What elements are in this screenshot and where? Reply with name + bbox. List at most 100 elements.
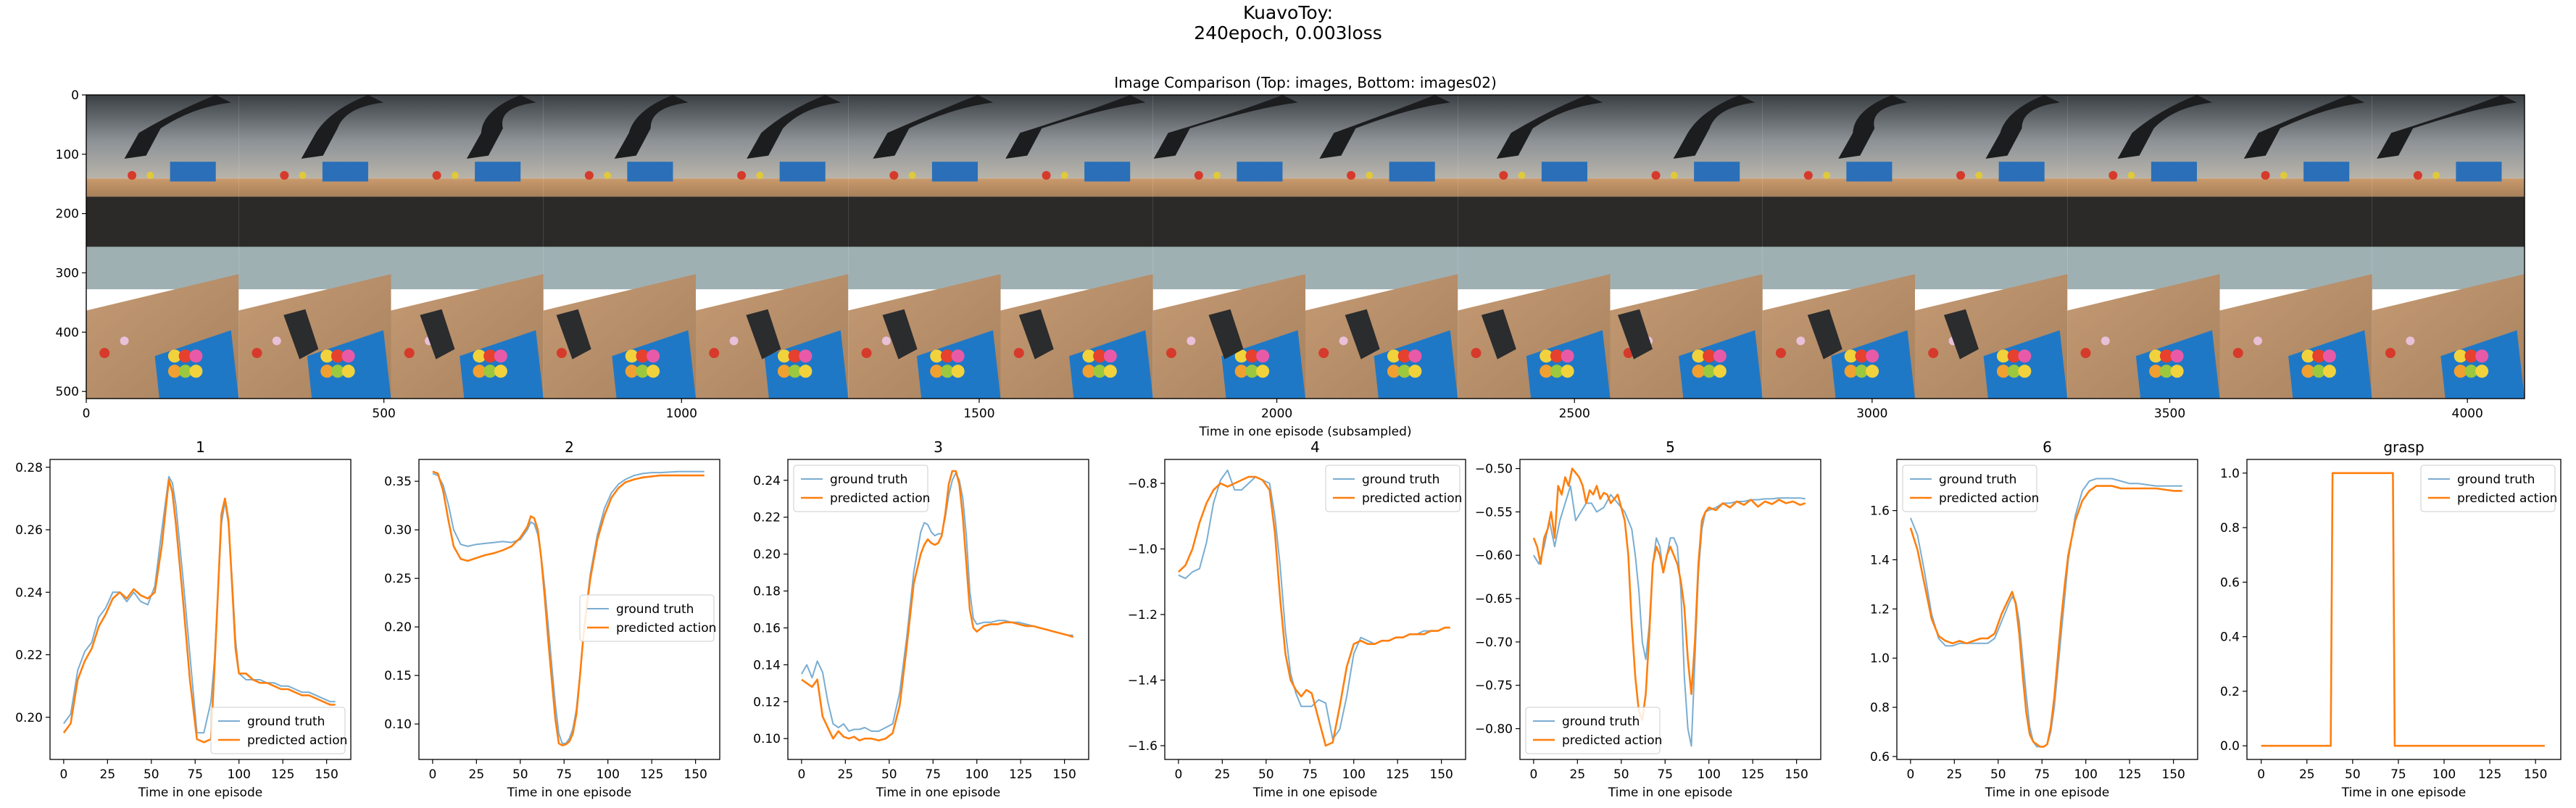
frame-bottom-fruit <box>1103 365 1117 378</box>
frame-top-cabinet <box>1458 196 1611 247</box>
frame-top-fruit <box>1670 172 1678 180</box>
frame-top-desk <box>391 178 544 197</box>
frame-bottom-fruit <box>1561 365 1574 378</box>
frame-bottom-fruit <box>331 365 344 378</box>
frame-bottom-fruit <box>1103 349 1117 363</box>
frame-bottom-fruit <box>788 349 802 363</box>
frame-bottom-fruit <box>1234 365 1248 378</box>
frame-bottom-fruit <box>1540 349 1553 363</box>
frame-top-desk <box>1000 178 1153 197</box>
line-chart: 3 0 25 50 75 100 125 150 0.10 0.12 0.14 0.16 0.18 0.2… <box>753 438 1089 800</box>
image-x-tick-label: 500 <box>372 407 395 421</box>
image-y-tick-label: 100 <box>56 148 79 162</box>
frame-bottom-fruit <box>1703 349 1716 363</box>
frame-top-bin <box>1694 162 1740 182</box>
frame-bottom-fruit <box>1408 349 1422 363</box>
frame-top-fruit <box>128 171 137 180</box>
legend-label: predicted action <box>1939 491 2039 506</box>
frame-top-fruit <box>1499 171 1508 180</box>
frame-top-cabinet <box>2219 196 2372 247</box>
x-tick-label: 50 <box>1258 767 1274 782</box>
frame-top-fruit <box>432 171 441 180</box>
series-line-predicted-action <box>801 470 1074 742</box>
frame-bottom-fruit <box>777 365 791 378</box>
frame-bottom-fruit <box>1796 336 1806 346</box>
frame-bottom-fruit <box>1387 365 1400 378</box>
x-tick-label: 100 <box>1697 767 1720 782</box>
frame-top-cabinet <box>2372 196 2525 247</box>
frame-bottom-fruit <box>1166 348 1176 359</box>
image-y-tick-label: 400 <box>56 325 79 340</box>
frame-bottom-fruit <box>709 348 720 359</box>
frame-top-fruit <box>1194 171 1203 180</box>
frame-top-arm <box>1153 95 1298 159</box>
frame-bottom-fruit <box>252 348 262 359</box>
series-line-ground-truth <box>801 472 1073 732</box>
frame-top-cabinet <box>1000 196 1153 247</box>
frame-bottom-fruit <box>272 336 281 346</box>
frame-bottom-fruit <box>1855 365 1869 378</box>
image-frame <box>86 95 239 399</box>
chart-title: 6 <box>2043 438 2052 456</box>
frame-bottom-fruit <box>861 348 872 359</box>
frame-bottom-fruit <box>1397 365 1411 378</box>
y-tick-label: 0.24 <box>15 586 43 600</box>
x-tick-label: 150 <box>1429 767 1453 782</box>
frame-top-arm <box>124 95 231 159</box>
frame-top-arm <box>747 95 841 159</box>
image-frame <box>1458 95 1611 399</box>
y-tick-label: −1.0 <box>1128 543 1158 557</box>
y-tick-label: 0.14 <box>753 658 781 672</box>
chart-title: grasp <box>2383 438 2424 456</box>
image-x-tick-label: 2000 <box>1261 407 1292 421</box>
image-x-tick-label: 2500 <box>1559 407 1590 421</box>
frame-top-arm <box>614 95 689 159</box>
frame-bottom-fruit <box>494 349 507 363</box>
x-tick-label: 100 <box>596 767 619 782</box>
frame-bottom-fruit <box>1093 365 1107 378</box>
y-tick-label: 0.4 <box>2220 630 2240 645</box>
frame-bottom-fruit <box>647 365 660 378</box>
frame-top-bin <box>475 162 521 182</box>
x-tick-label: 150 <box>2161 767 2185 782</box>
x-tick-label: 75 <box>187 767 203 782</box>
figure-suptitle: KuavoToy: 240epoch, 0.003loss <box>0 3 2576 43</box>
frame-bottom-fruit <box>99 348 110 359</box>
frame-bottom-bin <box>460 330 544 399</box>
frame-top-cabinet <box>1152 196 1305 247</box>
series-line-ground-truth <box>63 475 336 734</box>
frame-bottom-fruit <box>2464 365 2478 378</box>
chart-title: 4 <box>1310 438 1320 456</box>
y-tick-label: 1.0 <box>1870 651 1890 666</box>
axes-frame <box>1164 459 1466 760</box>
frame-top-fruit <box>889 171 899 180</box>
frame-bottom-fruit <box>930 365 944 378</box>
y-tick-label: 1.2 <box>1870 602 1890 617</box>
x-tick-label: 125 <box>1009 767 1032 782</box>
frame-bottom-fruit <box>799 349 813 363</box>
y-tick-label: 0.8 <box>2220 521 2240 536</box>
frame-bottom-fruit <box>1866 349 1879 363</box>
x-tick-label: 125 <box>2118 767 2141 782</box>
frame-bottom-fruit <box>636 349 649 363</box>
frame-bottom-fruit <box>881 336 891 346</box>
x-tick-label: 25 <box>469 767 485 782</box>
frame-top-bin <box>2456 162 2502 182</box>
frame-top-desk <box>86 178 239 197</box>
image-x-tick-label: 3500 <box>2154 407 2185 421</box>
frame-top-arm <box>1985 95 2060 159</box>
x-tick-label: 75 <box>2390 767 2406 782</box>
frame-bottom-fruit <box>2475 349 2489 363</box>
frame-bottom-hand <box>1018 309 1054 359</box>
x-axis-label: Time in one episode <box>1252 786 1377 800</box>
frame-bottom-hand <box>882 309 918 359</box>
series-line-ground-truth <box>432 470 705 744</box>
frame-top-bin <box>1084 162 1131 182</box>
frame-bottom-fruit <box>625 349 639 363</box>
frame-bottom-fruit <box>2454 349 2467 363</box>
frame-bottom-hand <box>1345 309 1380 359</box>
frame-bottom-fruit <box>473 365 486 378</box>
frame-top-bin <box>1541 162 1587 182</box>
frame-bottom-fruit <box>1397 349 1411 363</box>
image-x-tick-label: 1500 <box>963 407 994 421</box>
